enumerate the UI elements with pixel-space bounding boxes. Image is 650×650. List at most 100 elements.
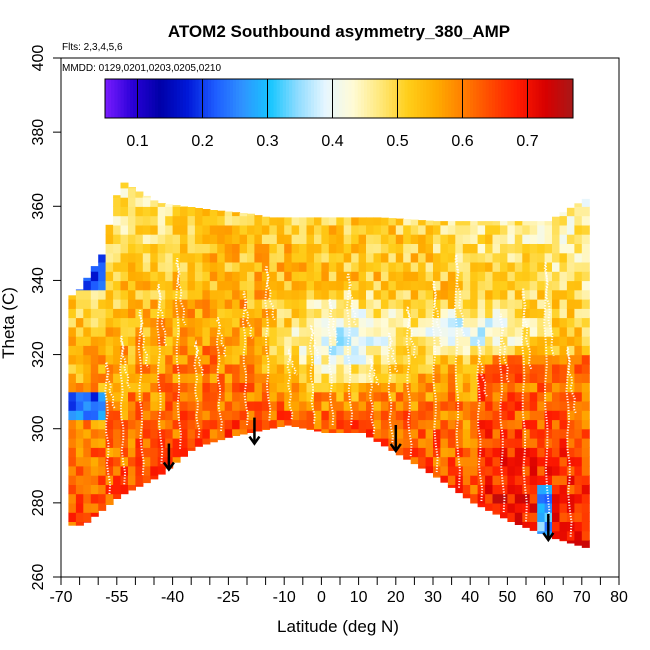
heatmap-cell — [566, 382, 575, 393]
heatmap-cell — [328, 234, 337, 244]
heatmap-cell — [343, 428, 352, 433]
heatmap-cell — [425, 252, 434, 263]
heatmap-cell — [276, 326, 285, 337]
colorbar-segment — [151, 79, 156, 118]
heatmap-cell — [522, 224, 531, 235]
heatmap-cell — [172, 363, 181, 374]
heatmap-cell — [269, 280, 278, 291]
heatmap-cell — [120, 456, 129, 467]
heatmap-cell — [113, 308, 122, 319]
heatmap-cell — [187, 419, 196, 430]
heatmap-cell — [462, 382, 471, 393]
heatmap-cell — [418, 419, 427, 430]
heatmap-cell — [507, 382, 516, 393]
heatmap-cell — [574, 530, 583, 541]
heatmap-cell — [209, 438, 218, 443]
heatmap-cell — [142, 382, 151, 393]
heatmap-cell — [68, 410, 77, 421]
heatmap-cell — [366, 345, 374, 356]
heatmap-cell — [529, 456, 538, 467]
colorbar-segment — [376, 79, 381, 118]
heatmap-cell — [321, 217, 330, 226]
heatmap-cell — [336, 400, 345, 411]
heatmap-cell — [485, 326, 494, 337]
heatmap-cell — [485, 224, 494, 235]
colorbar-segment — [320, 79, 324, 118]
heatmap-cell — [254, 271, 263, 282]
heatmap-cell — [477, 354, 486, 365]
heatmap-cell — [75, 484, 84, 495]
heatmap-cell — [552, 465, 560, 476]
heatmap-cell — [447, 484, 456, 488]
heatmap-cell — [462, 363, 471, 374]
heatmap-cell — [98, 317, 107, 328]
heatmap-cell — [395, 261, 404, 272]
heatmap-cell — [544, 419, 553, 430]
colorbar-segment — [392, 79, 396, 118]
heatmap-cell — [440, 326, 449, 337]
heatmap-cell — [462, 438, 471, 448]
heatmap-cell — [150, 336, 159, 346]
heatmap-cell — [581, 215, 590, 226]
heatmap-cell — [388, 218, 397, 226]
heatmap-cell — [455, 261, 464, 272]
heatmap-cell — [537, 354, 546, 365]
heatmap-cell — [447, 391, 456, 402]
heatmap-cell — [559, 299, 568, 309]
heatmap-cell — [566, 215, 575, 226]
heatmap-cell — [90, 354, 99, 365]
heatmap-cell — [165, 363, 174, 374]
heatmap-cell — [485, 447, 494, 458]
heatmap-cell — [165, 224, 174, 235]
heatmap-cell — [83, 277, 92, 281]
heatmap-cell — [388, 354, 397, 365]
heatmap-cell — [142, 197, 151, 207]
heatmap-cell — [433, 373, 441, 383]
heatmap-cell — [574, 428, 583, 439]
heatmap-cell — [239, 215, 248, 226]
heatmap-cell — [142, 363, 151, 374]
heatmap-cell — [172, 261, 181, 272]
heatmap-cell — [440, 289, 449, 300]
heatmap-cell — [187, 336, 196, 346]
heatmap-cell — [559, 373, 568, 383]
heatmap-cell — [217, 382, 226, 393]
heatmap-cell — [336, 317, 345, 328]
heatmap-cell — [500, 221, 508, 226]
heatmap-cell — [239, 336, 248, 346]
heatmap-cell — [388, 382, 397, 393]
heatmap-cell — [581, 271, 590, 282]
heatmap-cell — [514, 465, 523, 476]
heatmap-cell — [239, 299, 248, 309]
heatmap-cell — [425, 447, 434, 458]
heatmap-cell — [351, 400, 360, 411]
heatmap-cell — [321, 317, 330, 328]
heatmap-cell — [187, 428, 196, 439]
heatmap-cell — [537, 243, 546, 254]
colorbar-segment — [126, 79, 131, 118]
heatmap-cell — [217, 271, 226, 282]
heatmap-cell — [544, 224, 553, 235]
heatmap-cell — [120, 373, 129, 383]
heatmap-cell — [514, 354, 523, 365]
heatmap-cell — [395, 299, 404, 309]
heatmap-cell — [351, 373, 360, 383]
heatmap-cell — [83, 493, 92, 504]
heatmap-cell — [552, 410, 560, 421]
heatmap-cell — [336, 373, 345, 383]
heatmap-cell — [120, 261, 129, 272]
heatmap-cell — [75, 326, 84, 337]
heatmap-cell — [120, 299, 129, 309]
heatmap-cell — [157, 326, 166, 337]
heatmap-cell — [559, 391, 568, 402]
annotation-arrowhead — [389, 443, 402, 454]
heatmap-cell — [358, 271, 367, 282]
heatmap-cell — [232, 308, 241, 319]
heatmap-cell — [507, 308, 516, 319]
heatmap-cell — [403, 271, 412, 282]
heatmap-cell — [142, 447, 151, 458]
heatmap-cell — [328, 224, 337, 235]
heatmap-cell — [105, 428, 114, 439]
colorbar-segment — [164, 79, 168, 118]
heatmap-cell — [574, 382, 583, 393]
